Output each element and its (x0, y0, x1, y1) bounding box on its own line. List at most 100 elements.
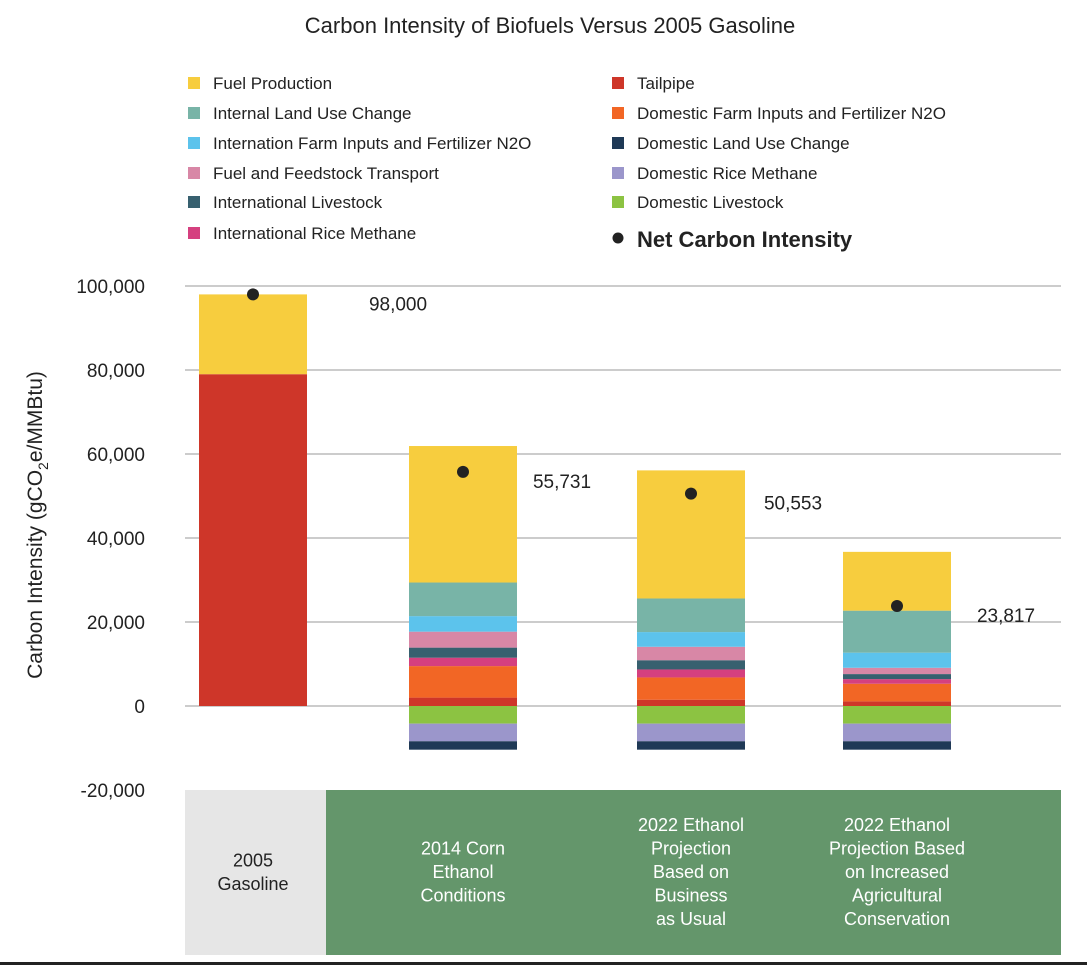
legend-swatch (188, 107, 200, 119)
legend-label: Tailpipe (637, 74, 695, 93)
legend-net-label: Net Carbon Intensity (637, 227, 853, 252)
y-axis-label-subscript: 2 (35, 462, 51, 470)
y-axis-label-part: e/MMBtu) (24, 371, 47, 462)
legend-item-international-rice-methane: International Rice Methane (188, 224, 416, 243)
legend-item-tailpipe: Tailpipe (612, 74, 695, 93)
legend-swatch (188, 196, 200, 208)
bar-segment-domestic-farm-inputs-and-fertilizer-n2o (843, 683, 951, 702)
bar-segment-domestic-land-use-change (409, 741, 517, 750)
bar-segment-international-livestock (637, 660, 745, 670)
net-marker (685, 487, 697, 500)
bar-segment-fuel-and-feedstock-transport (843, 667, 951, 675)
category-label: Conservation (844, 909, 950, 929)
legend-label: Domestic Land Use Change (637, 134, 850, 153)
category-label: 2022 Ethanol (638, 815, 744, 835)
bar-segment-domestic-rice-methane (637, 723, 745, 742)
legend-label: Internal Land Use Change (213, 104, 411, 123)
category-label: Conditions (420, 886, 505, 906)
y-tick-label: 80,000 (87, 361, 145, 382)
category-label: 2005 (233, 850, 273, 870)
net-marker (891, 599, 903, 612)
legend-swatch (188, 227, 200, 239)
bar-segment-international-livestock (409, 647, 517, 658)
bar-segment-international-livestock (843, 674, 951, 680)
category-label: Gasoline (217, 874, 288, 894)
category-band-biofuels (326, 790, 1061, 955)
bar-segment-international-rice-methane (843, 679, 951, 684)
category-label: Business (654, 886, 727, 906)
bar-segment-fuel-and-feedstock-transport (409, 631, 517, 648)
legend-item-internation-farm-inputs-and-fertilizer-n2o: Internation Farm Inputs and Fertilizer N… (188, 134, 531, 153)
category-label: as Usual (656, 909, 726, 929)
legend-swatch (612, 107, 624, 119)
legend-item-internal-land-use-change: Internal Land Use Change (188, 104, 411, 123)
bar-segment-internal-land-use-change (843, 610, 951, 653)
net-value-label: 50,553 (764, 494, 822, 515)
legend-item-net-carbon-intensity: Net Carbon Intensity (612, 227, 853, 252)
y-tick-label: 100,000 (76, 277, 145, 298)
y-axis-label: Carbon Intensity (gCO2e/MMBtu) (24, 371, 51, 679)
bar-segment-domestic-farm-inputs-and-fertilizer-n2o (409, 666, 517, 698)
bar-segment-internation-farm-inputs-and-fertilizer-n2o (843, 652, 951, 668)
bar-stack-1 (199, 294, 307, 706)
bar-segment-domestic-land-use-change (637, 741, 745, 750)
bar-segment-international-rice-methane (409, 657, 517, 667)
legend-item-fuel-production: Fuel Production (188, 74, 332, 93)
bar-stack-2 (409, 446, 517, 750)
bar-segment-domestic-land-use-change (843, 741, 951, 750)
net-value-label: 23,817 (977, 606, 1035, 627)
category-label: 2022 Ethanol (844, 815, 950, 835)
category-label: Ethanol (432, 862, 493, 882)
bar-segment-domestic-livestock (409, 706, 517, 724)
bar-segment-domestic-livestock (843, 706, 951, 724)
gridlines (185, 285, 1061, 707)
legend: Fuel Production Internal Land Use Change I… (188, 74, 946, 252)
bar-stack-3 (637, 470, 745, 750)
bar-segment-internation-farm-inputs-and-fertilizer-n2o (637, 632, 745, 647)
legend-label: International Rice Methane (213, 224, 416, 243)
bar-segment-internation-farm-inputs-and-fertilizer-n2o (409, 616, 517, 632)
legend-label: Domestic Livestock (637, 193, 784, 212)
bar-segment-tailpipe (637, 699, 745, 706)
legend-item-domestic-land-use-change: Domestic Land Use Change (612, 134, 850, 153)
legend-item-international-livestock: International Livestock (188, 193, 383, 212)
y-axis-ticks: 100,000 80,000 60,000 40,000 20,000 0 -20,000 (76, 277, 145, 802)
bar-segment-tailpipe (199, 374, 307, 706)
category-label: Agricultural (852, 886, 942, 906)
net-marker (457, 465, 469, 478)
legend-swatch (612, 196, 624, 208)
y-axis-label-part: Carbon Intensity (gCO (24, 470, 47, 679)
legend-label: Domestic Farm Inputs and Fertilizer N2O (637, 104, 946, 123)
legend-swatch (612, 77, 624, 89)
legend-item-domestic-rice-methane: Domestic Rice Methane (612, 164, 817, 183)
category-label: on Increased (845, 862, 949, 882)
bar-segment-domestic-farm-inputs-and-fertilizer-n2o (637, 677, 745, 700)
bar-segment-domestic-rice-methane (843, 723, 951, 742)
legend-label: Domestic Rice Methane (637, 164, 817, 183)
bars (199, 294, 951, 750)
category-bands: 2005 Gasoline 2014 Corn Ethanol Conditions 20… (185, 790, 1061, 955)
bar-segment-tailpipe (409, 697, 517, 706)
bar-segment-internal-land-use-change (409, 582, 517, 617)
legend-swatch (188, 167, 200, 179)
legend-item-domestic-farm-inputs-and-fertilizer-n2o: Domestic Farm Inputs and Fertilizer N2O (612, 104, 946, 123)
legend-label: Fuel Production (213, 74, 332, 93)
bar-stack-4 (843, 551, 951, 750)
legend-label: International Livestock (213, 193, 383, 212)
y-tick-label: -20,000 (81, 781, 145, 802)
y-tick-label: 20,000 (87, 613, 145, 634)
legend-swatch (612, 167, 624, 179)
y-tick-label: 40,000 (87, 529, 145, 550)
category-label: Projection Based (829, 839, 965, 859)
legend-label: Internation Farm Inputs and Fertilizer N… (213, 134, 531, 153)
category-label: 2014 Corn (421, 839, 505, 859)
chart-title: Carbon Intensity of Biofuels Versus 2005… (305, 13, 795, 38)
legend-item-domestic-livestock: Domestic Livestock (612, 193, 784, 212)
legend-net-marker (612, 232, 624, 244)
category-label: Projection (651, 839, 731, 859)
legend-swatch (612, 137, 624, 149)
net-value-label: 98,000 (369, 294, 427, 315)
category-band-gasoline (185, 790, 326, 955)
bar-segment-tailpipe (843, 701, 951, 706)
